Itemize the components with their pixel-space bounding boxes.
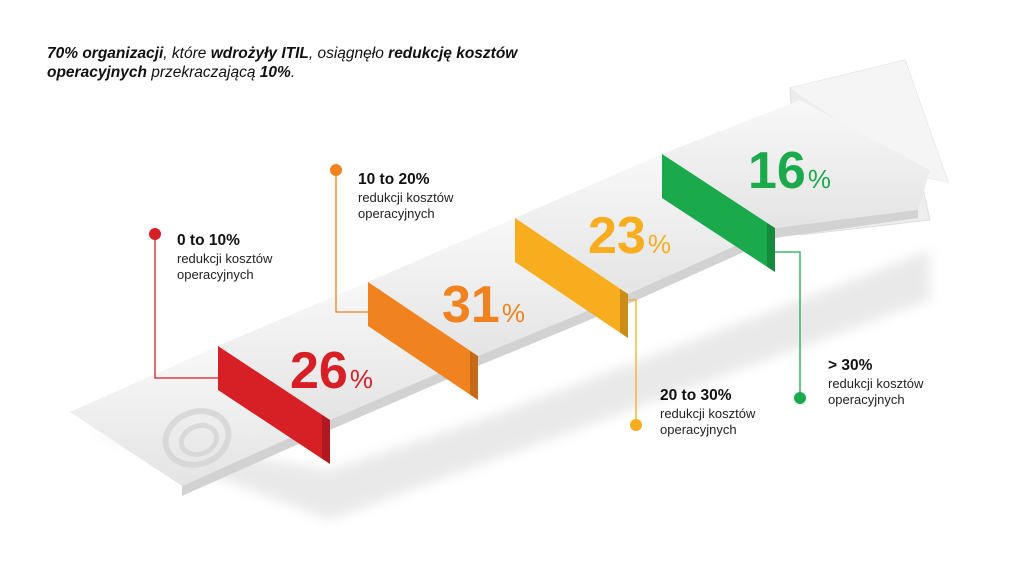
riser-shade-3 <box>767 223 775 272</box>
pct-label-1: 31% <box>442 276 525 334</box>
pct-unit: % <box>648 229 671 259</box>
headline: 70% organizacji, które wdrożyły ITIL, os… <box>47 44 567 82</box>
callout-line: operacyjnych <box>358 206 435 221</box>
leader-line-0 <box>154 234 218 379</box>
callout-line: operacyjnych <box>828 392 905 407</box>
riser-1 <box>368 282 478 400</box>
headline-text-8: . <box>290 64 296 81</box>
headline-bold-7: 10% <box>259 64 291 81</box>
riser-shade-2 <box>620 289 628 338</box>
riser-2 <box>515 218 628 338</box>
leader-line-2 <box>628 299 637 425</box>
arrow-head-face <box>790 60 948 182</box>
tread-4 <box>662 100 930 228</box>
leader-dot-0 <box>149 228 161 240</box>
riser-shade-1 <box>470 351 478 400</box>
callout-10-20: 10 to 20% redukcji kosztów operacyjnych <box>358 170 453 222</box>
pct-unit: % <box>808 164 831 194</box>
pct-label-0: 26% <box>290 342 373 400</box>
callout-range: 20 to 30% <box>660 387 732 404</box>
headline-text-4: , osiągnęło <box>308 45 389 62</box>
headline-bold-1: 70% organizacji <box>47 45 164 62</box>
callout-line: redukcji kosztów <box>177 251 273 266</box>
riser-shade-0 <box>322 415 330 464</box>
callout-0-10: 0 to 10% redukcji kosztów operacyjnych <box>177 231 272 283</box>
callout-20-30: 20 to 30% redukcji kosztów operacyjnych <box>660 386 755 438</box>
callout-line: redukcji kosztów <box>660 406 756 421</box>
pct-value: 26 <box>290 342 348 400</box>
callout-line: redukcji kosztów <box>828 376 924 391</box>
pct-unit: % <box>350 364 373 394</box>
pct-unit: % <box>502 298 525 328</box>
leader-dot-1 <box>330 164 342 176</box>
callout-range: 10 to 20% <box>358 171 430 188</box>
headline-text-6: przekraczającą <box>146 64 260 81</box>
callout-gt-30: > 30% redukcji kosztów operacyjnych <box>828 356 923 408</box>
callout-line: operacyjnych <box>177 267 254 282</box>
riser-3 <box>662 154 775 272</box>
pct-label-3: 16% <box>748 142 831 200</box>
callout-range: 0 to 10% <box>177 232 240 249</box>
leader-line-3 <box>775 251 801 398</box>
leader-line-1 <box>335 170 368 313</box>
callout-line: operacyjnych <box>660 422 737 437</box>
pct-value: 16 <box>748 142 806 200</box>
leader-dot-3 <box>794 392 806 404</box>
riser-0 <box>218 346 330 464</box>
leader-dot-2 <box>630 419 642 431</box>
callout-line: redukcji kosztów <box>358 190 454 205</box>
headline-text-2: , które <box>163 45 211 62</box>
headline-bold-3: wdrożyły ITIL <box>210 45 309 62</box>
logo-watermark <box>162 408 232 468</box>
headline-bold-5: redukcję kosztów operacyjnych <box>47 45 518 81</box>
callout-range: > 30% <box>828 357 873 374</box>
pct-value: 23 <box>588 207 646 265</box>
pct-label-2: 23% <box>588 207 671 265</box>
tread-edge-4 <box>775 210 918 238</box>
pct-value: 31 <box>442 276 500 334</box>
